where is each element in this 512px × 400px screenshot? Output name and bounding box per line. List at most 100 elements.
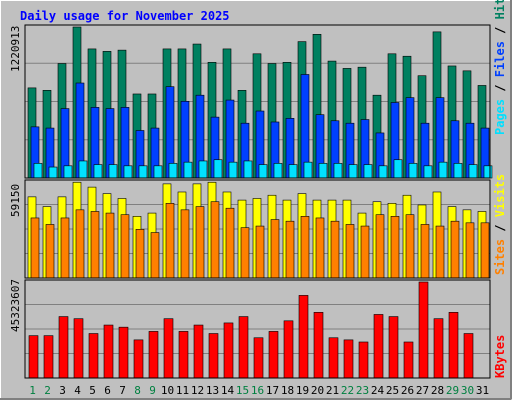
x-tick-label-day-27: 27 xyxy=(416,384,429,397)
x-tick-label-day-20: 20 xyxy=(311,384,324,397)
x-tick-label-day-25: 25 xyxy=(386,384,399,397)
panel-sites-visits-max-label: 59150 xyxy=(9,184,22,217)
bar-pages-day-9 xyxy=(153,165,163,179)
x-tick-label-day-1: 1 xyxy=(29,384,36,397)
bar-pages-day-2 xyxy=(48,166,58,179)
bar-sites-day-4 xyxy=(75,209,85,279)
panel-sites-visits: 59150 xyxy=(9,179,491,279)
x-tick-label-day-11: 11 xyxy=(176,384,189,397)
legend-separator: / xyxy=(493,19,507,41)
bar-kbytes-day-2 xyxy=(43,335,54,379)
bar-sites-day-11 xyxy=(180,209,190,279)
bar-pages-day-15 xyxy=(243,160,253,179)
x-tick-label-day-14: 14 xyxy=(221,384,235,397)
bar-kbytes-day-12 xyxy=(193,324,204,379)
bar-kbytes-day-9 xyxy=(148,331,159,379)
bar-kbytes-day-22 xyxy=(343,339,354,379)
bar-sites-day-24 xyxy=(375,214,385,279)
bar-sites-day-21 xyxy=(330,220,340,279)
x-tick-label-day-16: 16 xyxy=(251,384,264,397)
bar-pages-day-23 xyxy=(363,164,373,179)
series-files xyxy=(30,74,490,179)
bar-pages-day-25 xyxy=(393,159,403,179)
bar-sites-day-12 xyxy=(195,206,205,279)
bar-pages-day-27 xyxy=(423,165,433,179)
x-tick-label-day-24: 24 xyxy=(371,384,385,397)
bar-kbytes-day-14 xyxy=(223,322,234,379)
bar-kbytes-day-28 xyxy=(433,318,444,379)
bar-pages-day-17 xyxy=(273,163,283,179)
bar-pages-day-26 xyxy=(408,163,418,179)
bar-pages-day-3 xyxy=(63,165,73,179)
bar-pages-day-13 xyxy=(213,159,223,179)
bar-sites-day-19 xyxy=(300,216,310,279)
bar-pages-day-1 xyxy=(33,163,43,179)
bar-pages-day-19 xyxy=(303,161,313,179)
bar-kbytes-day-19 xyxy=(298,295,309,379)
bar-sites-day-14 xyxy=(225,207,235,279)
bar-kbytes-day-26 xyxy=(403,341,414,379)
bar-pages-day-14 xyxy=(228,161,238,179)
bar-sites-day-27 xyxy=(420,224,430,279)
x-tick-label-day-5: 5 xyxy=(89,384,96,397)
bar-kbytes-day-4 xyxy=(73,318,84,379)
bar-sites-day-15 xyxy=(240,227,250,279)
bar-kbytes-day-5 xyxy=(88,333,99,379)
x-tick-label-day-21: 21 xyxy=(326,384,339,397)
bar-kbytes-day-7 xyxy=(118,326,129,379)
x-tick-label-day-7: 7 xyxy=(119,384,126,397)
legend-label-files: Files xyxy=(493,41,507,77)
legend-sites-visits: Sites / Visits xyxy=(493,174,507,275)
x-tick-label-day-17: 17 xyxy=(266,384,279,397)
series-kbytes xyxy=(28,281,474,379)
legend-label-visits: Visits xyxy=(493,174,507,217)
panel-sites-visits-border xyxy=(24,179,491,279)
bar-kbytes-day-3 xyxy=(58,316,69,379)
bar-pages-day-24 xyxy=(378,165,388,179)
bar-sites-day-20 xyxy=(315,217,325,279)
bar-pages-day-8 xyxy=(138,165,148,179)
bar-kbytes-day-27 xyxy=(418,281,429,379)
bar-kbytes-day-23 xyxy=(358,341,369,379)
bar-kbytes-day-6 xyxy=(103,324,114,379)
x-axis-labels: 1 2 3 4 5 6 7 8 9 10 11 12 13 14 15 16 17 18 19 20 21 22 23 24 2… xyxy=(29,384,489,397)
bar-sites-day-16 xyxy=(255,225,265,279)
legend-label-pages: Pages xyxy=(493,99,507,135)
bar-sites-day-3 xyxy=(60,217,70,279)
bar-sites-day-6 xyxy=(105,212,115,279)
bar-pages-day-18 xyxy=(288,164,298,179)
bar-kbytes-day-17 xyxy=(268,331,279,379)
bar-kbytes-day-8 xyxy=(133,339,144,379)
bar-sites-day-5 xyxy=(90,211,100,279)
x-tick-label-day-10: 10 xyxy=(161,384,174,397)
bar-kbytes-day-15 xyxy=(238,316,249,379)
bar-pages-day-11 xyxy=(183,161,193,179)
bar-sites-day-1 xyxy=(30,217,40,279)
bar-kbytes-day-25 xyxy=(388,316,399,379)
bar-kbytes-day-16 xyxy=(253,337,264,379)
panel-kbytes: 45323607 xyxy=(9,279,491,379)
chart-panels: 1220913 59150 45323607 xyxy=(9,24,493,379)
legend-label-sites: Sites xyxy=(493,239,507,275)
legend-pages-files-hits: Pages / Files / Hits xyxy=(493,0,507,135)
x-tick-label-day-6: 6 xyxy=(104,384,111,397)
bar-sites-day-22 xyxy=(345,224,355,279)
bar-sites-day-7 xyxy=(120,214,130,279)
bar-sites-day-8 xyxy=(135,229,145,279)
chart-title: Daily usage for November 2025 xyxy=(20,9,230,23)
bar-pages-day-31 xyxy=(483,165,493,179)
bar-sites-day-29 xyxy=(450,220,460,279)
bar-sites-day-18 xyxy=(285,220,295,279)
x-tick-label-day-30: 30 xyxy=(461,384,474,397)
bar-kbytes-day-1 xyxy=(28,335,39,379)
bar-pages-day-20 xyxy=(318,163,328,179)
x-tick-label-day-29: 29 xyxy=(446,384,459,397)
panel-pages-files-hits-max-label: 1220913 xyxy=(9,26,22,72)
legend-label-kbytes: KBytes xyxy=(493,335,507,378)
bar-kbytes-day-13 xyxy=(208,333,219,379)
chart-legends: Pages / Files / Hits Sites / Visits KBytes xyxy=(493,0,507,378)
bar-pages-day-21 xyxy=(333,163,343,179)
panel-kbytes-border xyxy=(24,279,491,379)
bar-kbytes-day-30 xyxy=(463,333,474,379)
